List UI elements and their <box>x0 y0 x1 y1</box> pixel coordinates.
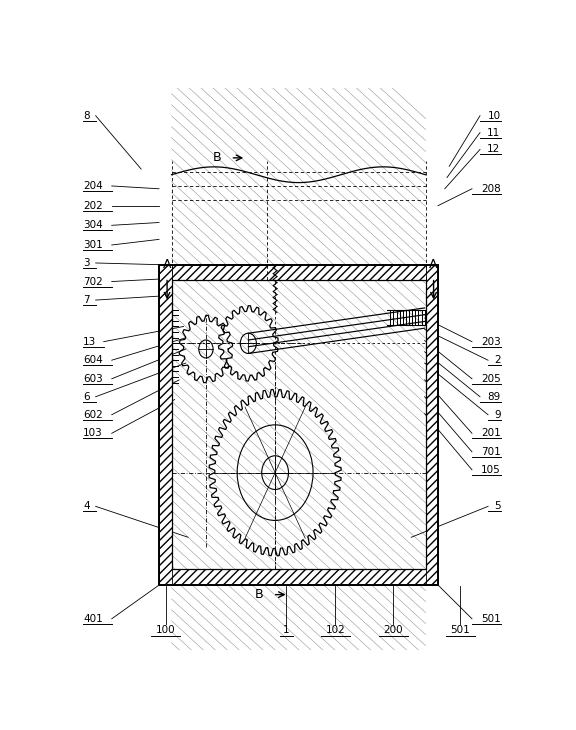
Text: 9: 9 <box>494 410 501 420</box>
Text: 203: 203 <box>481 337 501 347</box>
Text: 10: 10 <box>487 111 501 120</box>
Bar <box>159 265 172 585</box>
Text: 501: 501 <box>481 614 501 623</box>
Text: 702: 702 <box>83 277 103 286</box>
Text: 701: 701 <box>481 447 501 457</box>
Text: 13: 13 <box>83 337 96 347</box>
Bar <box>159 265 438 585</box>
Text: 3: 3 <box>83 258 90 268</box>
Text: 204: 204 <box>83 181 103 191</box>
Text: 7: 7 <box>83 295 90 305</box>
Text: 603: 603 <box>83 374 103 384</box>
Text: 1: 1 <box>283 625 290 635</box>
Text: 8: 8 <box>83 111 90 120</box>
Text: 304: 304 <box>83 220 103 230</box>
Bar <box>159 265 438 280</box>
Text: 200: 200 <box>384 625 403 635</box>
Bar <box>172 280 426 569</box>
Text: 602: 602 <box>83 410 103 420</box>
Text: 501: 501 <box>450 625 470 635</box>
Text: 100: 100 <box>156 625 176 635</box>
Text: 5: 5 <box>494 502 501 511</box>
Text: 105: 105 <box>481 465 501 474</box>
Text: A: A <box>163 258 171 271</box>
Text: 202: 202 <box>83 201 103 211</box>
Bar <box>159 569 438 585</box>
Text: 6: 6 <box>83 392 90 402</box>
Text: 208: 208 <box>481 184 501 193</box>
Text: 11: 11 <box>487 128 501 137</box>
Text: 4: 4 <box>83 502 90 511</box>
Text: B: B <box>255 588 264 601</box>
Text: 205: 205 <box>481 374 501 384</box>
Text: 102: 102 <box>325 625 345 635</box>
Text: 604: 604 <box>83 356 103 365</box>
Bar <box>426 265 438 585</box>
Text: A: A <box>429 258 438 271</box>
Text: 201: 201 <box>481 429 501 438</box>
Text: 89: 89 <box>487 392 501 402</box>
Text: 2: 2 <box>494 356 501 365</box>
Text: 103: 103 <box>83 429 103 438</box>
Text: 301: 301 <box>83 240 103 250</box>
Text: B: B <box>213 151 221 164</box>
Text: 401: 401 <box>83 614 103 623</box>
Text: 12: 12 <box>487 145 501 155</box>
